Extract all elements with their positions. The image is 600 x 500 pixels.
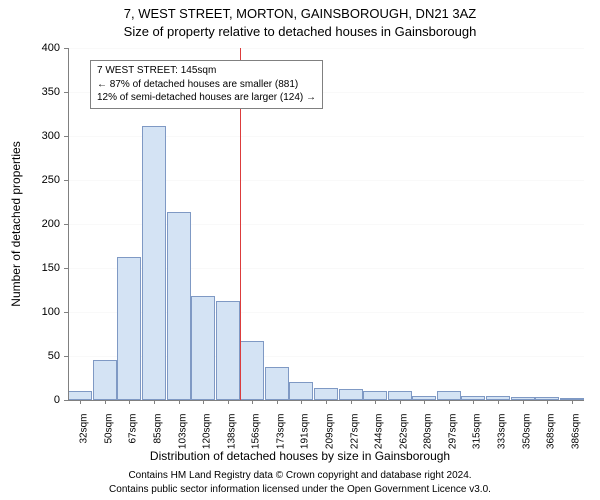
chart-title-line1: 7, WEST STREET, MORTON, GAINSBOROUGH, DN…	[0, 6, 600, 21]
attribution-line1: Contains HM Land Registry data © Crown c…	[0, 470, 600, 481]
attribution-line2: Contains public sector information licen…	[0, 484, 600, 495]
x-tick-mark	[449, 400, 450, 404]
x-tick-mark	[179, 400, 180, 404]
y-tick-label: 350	[42, 86, 60, 98]
histogram-bar	[265, 367, 289, 400]
histogram-bar	[314, 388, 338, 400]
chart-container: 7, WEST STREET, MORTON, GAINSBOROUGH, DN…	[0, 0, 600, 500]
x-tick-label: 244sqm	[374, 414, 385, 450]
x-tick-mark	[424, 400, 425, 404]
x-tick-label: 227sqm	[349, 414, 360, 450]
y-tick-label: 100	[42, 306, 60, 318]
x-tick-mark	[498, 400, 499, 404]
x-tick-mark	[277, 400, 278, 404]
x-tick-label: 280sqm	[423, 414, 434, 450]
histogram-bar	[339, 389, 363, 400]
y-tick-label: 150	[42, 262, 60, 274]
y-tick-label: 400	[42, 42, 60, 54]
x-tick-label: 262sqm	[398, 414, 409, 450]
x-tick-label: 67sqm	[128, 414, 139, 444]
x-tick-mark	[547, 400, 548, 404]
histogram-bar	[363, 391, 387, 400]
y-tick-label: 250	[42, 174, 60, 186]
x-tick-label: 209sqm	[325, 414, 336, 450]
x-tick-label: 138sqm	[226, 414, 237, 450]
annotation-line1: 7 WEST STREET: 145sqm	[97, 64, 316, 78]
x-tick-label: 50sqm	[103, 414, 114, 444]
histogram-bar	[93, 360, 117, 400]
x-tick-label: 315sqm	[472, 414, 483, 450]
x-tick-mark	[572, 400, 573, 404]
x-tick-label: 333sqm	[497, 414, 508, 450]
x-tick-label: 32sqm	[79, 414, 90, 444]
histogram-bar	[216, 301, 240, 400]
x-tick-label: 120sqm	[202, 414, 213, 450]
x-tick-mark	[80, 400, 81, 404]
y-tick-label: 300	[42, 130, 60, 142]
x-tick-label: 173sqm	[275, 414, 286, 450]
x-tick-mark	[326, 400, 327, 404]
annotation-line2: ← 87% of detached houses are smaller (88…	[97, 78, 316, 92]
x-tick-mark	[203, 400, 204, 404]
y-tick-label: 0	[54, 394, 60, 406]
x-tick-mark	[105, 400, 106, 404]
x-tick-label: 350sqm	[521, 414, 532, 450]
x-tick-label: 85sqm	[153, 414, 164, 444]
annotation-line3: 12% of semi-detached houses are larger (…	[97, 91, 316, 105]
histogram-bar	[289, 382, 313, 400]
x-tick-mark	[400, 400, 401, 404]
y-tick-label: 200	[42, 218, 60, 230]
gridline	[68, 48, 584, 49]
x-tick-label: 156sqm	[251, 414, 262, 450]
y-axis-label: Number of detached properties	[9, 141, 23, 306]
chart-title-line2: Size of property relative to detached ho…	[0, 24, 600, 39]
histogram-bar	[142, 126, 166, 400]
x-axis-label: Distribution of detached houses by size …	[0, 449, 600, 463]
x-tick-mark	[301, 400, 302, 404]
x-tick-label: 386sqm	[570, 414, 581, 450]
x-tick-mark	[351, 400, 352, 404]
histogram-bar	[68, 391, 92, 400]
y-axis-line	[68, 48, 69, 400]
x-tick-mark	[375, 400, 376, 404]
x-tick-label: 191sqm	[300, 414, 311, 450]
x-tick-mark	[523, 400, 524, 404]
histogram-bar	[388, 391, 412, 400]
histogram-bar	[437, 391, 461, 400]
histogram-bar	[167, 212, 191, 400]
x-tick-mark	[252, 400, 253, 404]
annotation-box: 7 WEST STREET: 145sqm← 87% of detached h…	[90, 60, 323, 109]
x-tick-mark	[228, 400, 229, 404]
x-tick-label: 368sqm	[546, 414, 557, 450]
histogram-bar	[191, 296, 215, 400]
x-tick-mark	[473, 400, 474, 404]
y-tick-label: 50	[48, 350, 60, 362]
histogram-bar	[240, 341, 264, 400]
x-tick-label: 103sqm	[177, 414, 188, 450]
x-tick-mark	[154, 400, 155, 404]
x-tick-mark	[129, 400, 130, 404]
x-tick-label: 297sqm	[447, 414, 458, 450]
histogram-bar	[117, 257, 141, 400]
